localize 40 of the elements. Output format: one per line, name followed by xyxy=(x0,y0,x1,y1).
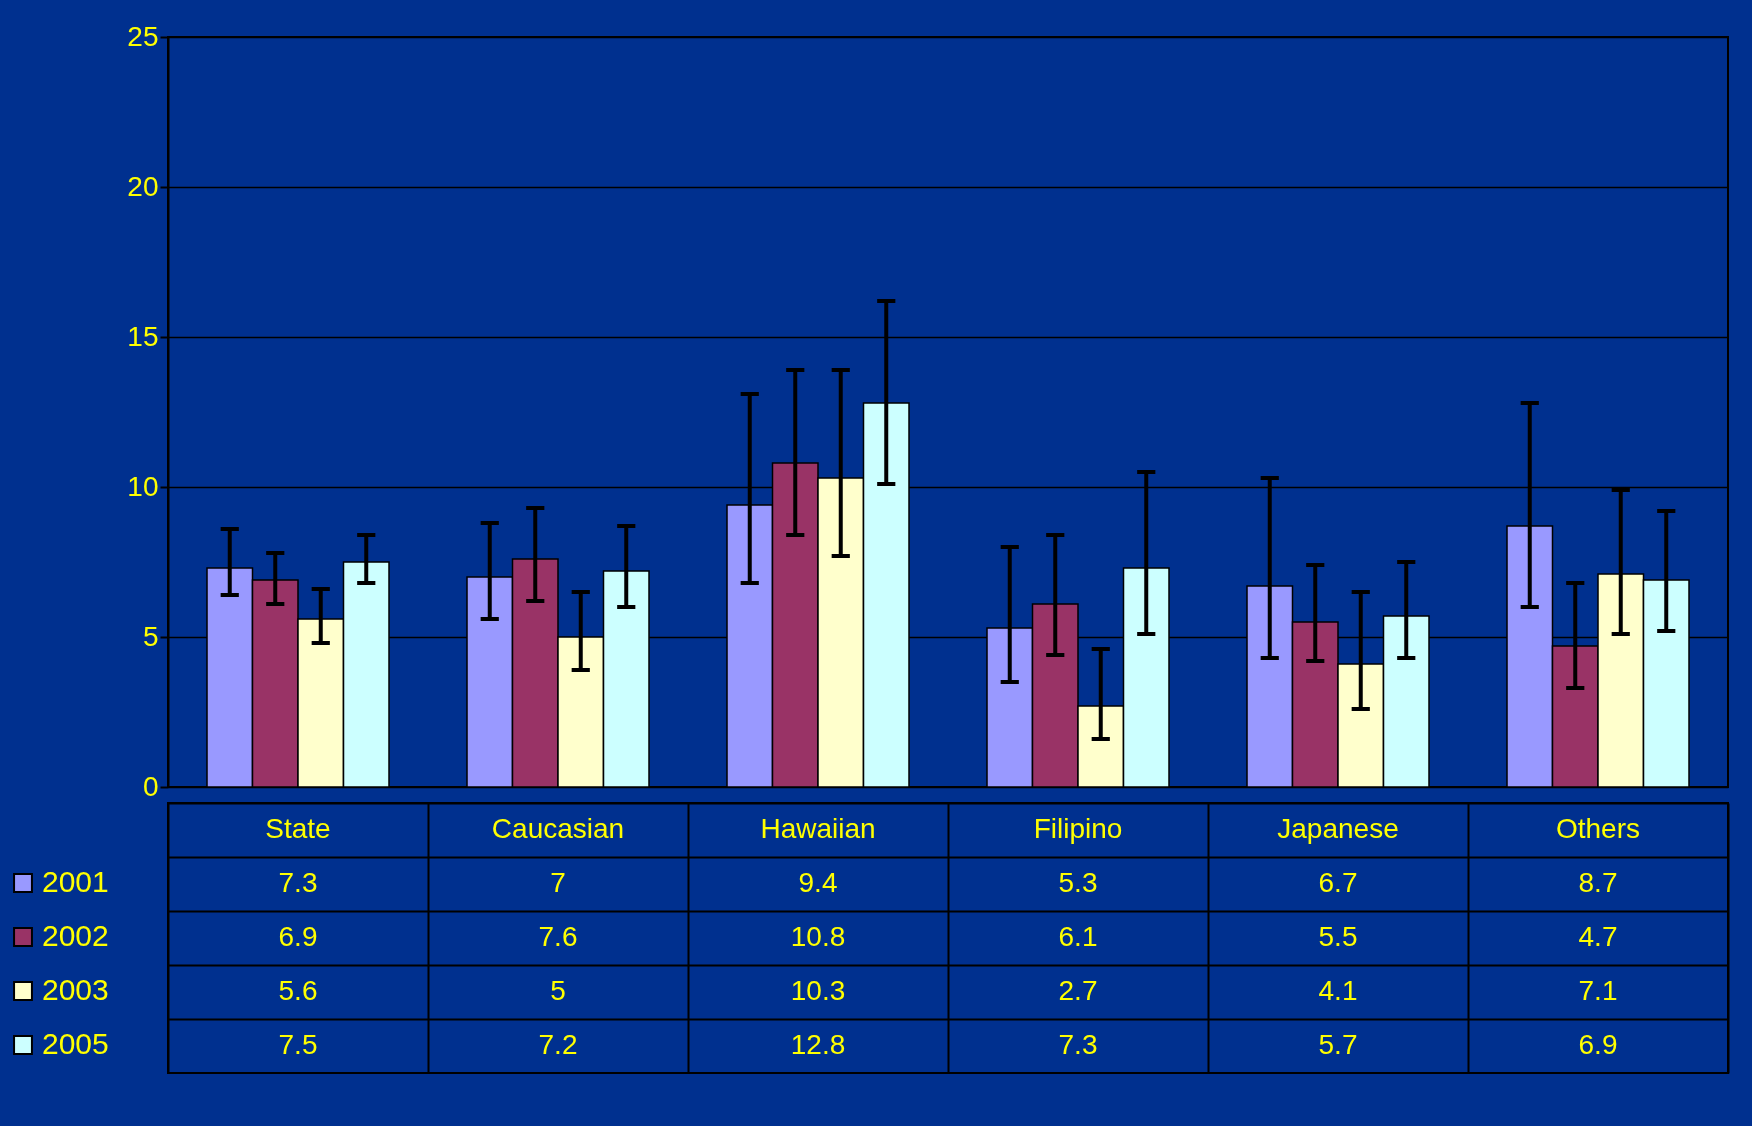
data-label: 9.4 xyxy=(798,867,838,898)
data-label: 12.8 xyxy=(790,1029,846,1060)
data-label: 5.6 xyxy=(278,975,318,1006)
data-label: 8.7 xyxy=(1578,867,1618,898)
data-label: 5.5 xyxy=(1318,921,1358,952)
data-label: 4.7 xyxy=(1578,921,1618,952)
x-tick-label: Japanese xyxy=(1277,813,1399,844)
data-label: 6.9 xyxy=(1578,1029,1618,1060)
y-tick-label: 25 xyxy=(127,20,159,52)
x-tick-label: Filipino xyxy=(1033,813,1123,844)
legend-label: 2002 xyxy=(42,919,109,952)
y-tick-label: 20 xyxy=(127,170,159,202)
legend-label: 2003 xyxy=(42,973,109,1006)
y-tick-label: 0 xyxy=(142,770,159,802)
legend-label: 2001 xyxy=(42,865,109,898)
data-label: 7 xyxy=(550,867,566,898)
x-tick-label: State xyxy=(265,813,331,844)
data-label: 2.7 xyxy=(1058,975,1098,1006)
data-label: 7.1 xyxy=(1578,975,1618,1006)
data-label: 4.1 xyxy=(1318,975,1358,1006)
data-label: 6.9 xyxy=(278,921,318,952)
data-label: 5 xyxy=(550,975,566,1006)
legend-label: 2005 xyxy=(42,1027,109,1060)
data-label: 6.1 xyxy=(1058,921,1098,952)
data-label: 10.8 xyxy=(790,921,846,952)
y-tick-label: 5 xyxy=(142,620,159,652)
data-label: 7.5 xyxy=(278,1029,318,1060)
x-tick-label: Caucasian xyxy=(491,813,625,844)
x-tick-label: Others xyxy=(1555,813,1641,844)
y-tick-label: 10 xyxy=(127,470,159,502)
y-tick-label: 15 xyxy=(127,320,159,352)
data-label: 7.3 xyxy=(278,867,318,898)
data-label: 10.3 xyxy=(790,975,846,1006)
x-tick-label: Hawaiian xyxy=(760,813,876,844)
data-label: 7.3 xyxy=(1058,1029,1098,1060)
data-label: 5.3 xyxy=(1058,867,1098,898)
data-label: 5.7 xyxy=(1318,1029,1358,1060)
data-label: 7.2 xyxy=(538,1029,578,1060)
data-label: 7.6 xyxy=(538,921,578,952)
data-label: 6.7 xyxy=(1318,867,1358,898)
